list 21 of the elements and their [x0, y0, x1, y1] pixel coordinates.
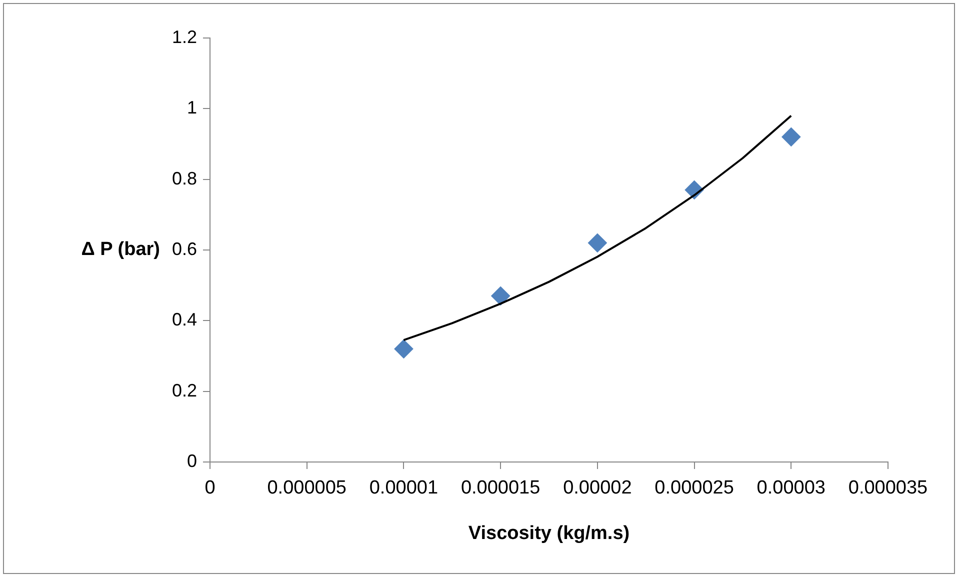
y-axis-title: Δ P (bar)	[81, 239, 160, 260]
x-tick-label: 0.00001	[369, 478, 438, 499]
point	[491, 286, 510, 306]
y-tick-label: 1.2	[172, 26, 197, 47]
x-axis-title: Viscosity (kg/m.s)	[468, 523, 630, 544]
point	[782, 127, 801, 146]
y-tick-label: 0.4	[172, 310, 197, 330]
x-tick-label: 0.00003	[756, 478, 826, 499]
y-tick-label: 0.2	[172, 380, 197, 400]
x-tick-label: 0.000035	[848, 478, 928, 499]
x-tick-label: 0	[204, 478, 216, 499]
y-tick-label: 0.6	[172, 238, 197, 259]
y-tick-label: 1	[186, 98, 197, 118]
y-tick-label: 0.8	[172, 168, 197, 188]
x-tick-label: 0.00002	[563, 478, 632, 499]
point	[588, 233, 607, 252]
x-tick-label: 0.000025	[654, 478, 734, 499]
x-tick-label: 0.000015	[460, 478, 540, 499]
y-tick-label: 0	[186, 450, 197, 471]
point	[394, 339, 414, 358]
x-tick-label: 0.000005	[267, 478, 346, 499]
